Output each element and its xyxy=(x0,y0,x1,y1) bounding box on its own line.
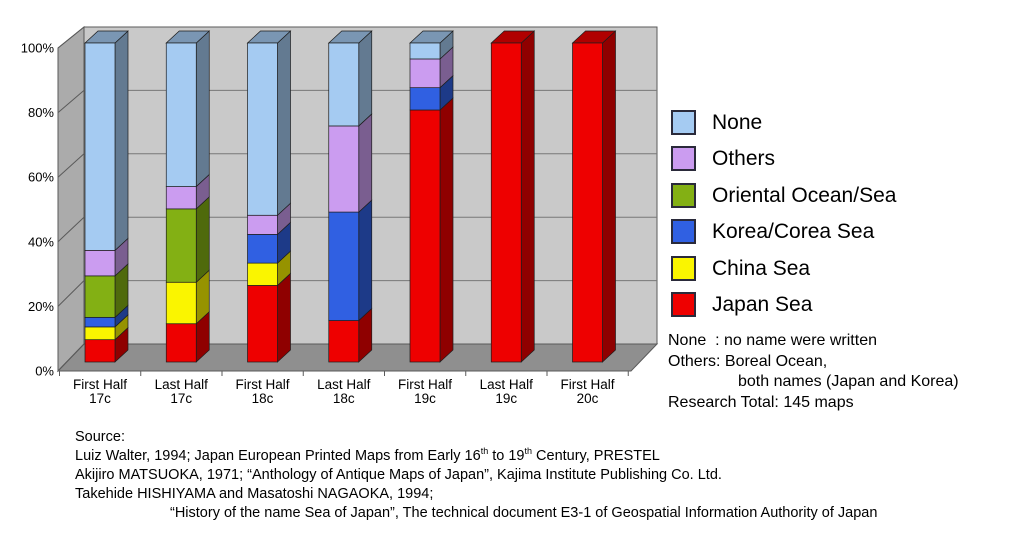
legend-label-japan-sea: Japan Sea xyxy=(712,293,813,317)
legend-swatch-korea-corea-sea xyxy=(671,219,696,245)
segment-korea-corea-sea xyxy=(84,316,116,328)
x-label-century-19c: 19c xyxy=(495,391,517,406)
y-tick-label-40: 40% xyxy=(28,234,54,249)
note-line-1: None : no name were written xyxy=(668,332,877,349)
y-tick-label-20: 20% xyxy=(28,299,54,314)
segment-japan-sea xyxy=(572,42,603,363)
y-tick-label-100: 100% xyxy=(21,41,55,56)
x-label-last-half-19c: Last Half xyxy=(480,377,534,392)
segment-side-oriental-ocean-sea xyxy=(195,196,210,284)
segment-side-japan-sea xyxy=(520,30,535,363)
segment-japan-sea xyxy=(409,109,441,363)
segment-side-japan-sea xyxy=(277,272,291,363)
notes: None : no name were written Others: Borea… xyxy=(668,331,959,413)
segment-none xyxy=(409,42,441,60)
segment-oriental-ocean-sea xyxy=(165,208,197,283)
legend: None Others Oriental Ocean/Sea Korea/Corea … xyxy=(671,104,896,323)
source-line-3: Takehide HISHIYAMA and Masatoshi NAGAOKA… xyxy=(75,486,434,502)
legend-item-oriental-ocean-sea: Oriental Ocean/Sea xyxy=(671,177,896,214)
segment-japan-sea xyxy=(490,42,522,363)
bar-first-half-18c xyxy=(246,30,292,363)
legend-item-japan-sea: Japan Sea xyxy=(671,287,896,324)
legend-label-others: Others xyxy=(712,147,776,171)
x-label-century-18c: 18c xyxy=(252,391,274,406)
bar-last-half-19c xyxy=(490,30,536,363)
x-label-last-half-18c: Last Half xyxy=(317,377,371,392)
segment-oriental-ocean-sea xyxy=(84,275,116,318)
segment-japan-sea xyxy=(165,323,197,363)
segment-none xyxy=(165,42,197,187)
y-tick-label-0: 0% xyxy=(35,364,54,379)
bar-first-half-20c xyxy=(571,30,617,363)
x-label-century-20c: 20c xyxy=(577,391,599,406)
segment-side-japan-sea xyxy=(602,30,616,363)
x-label-century-18c: 18c xyxy=(333,391,355,406)
segment-others xyxy=(84,250,116,277)
source-heading: Source: xyxy=(75,429,125,445)
segment-korea-corea-sea xyxy=(247,234,278,264)
segment-none xyxy=(328,42,360,127)
x-label-last-half-17c: Last Half xyxy=(155,377,209,392)
source-line-1: Luiz Walter, 1994; Japan European Printe… xyxy=(75,446,660,464)
segment-side-korea-corea-sea xyxy=(358,199,373,322)
note-line-2: Others: Boreal Ocean, xyxy=(668,352,828,370)
legend-label-none: None xyxy=(712,110,763,134)
source-block: Source: Luiz Walter, 1994; Japan Europea… xyxy=(75,428,877,523)
legend-swatch-oriental-ocean-sea xyxy=(671,182,696,208)
source-lines: Luiz Walter, 1994; Japan European Printe… xyxy=(75,447,877,523)
segment-china-sea xyxy=(84,326,116,341)
legend-label-korea-corea-sea: Korea/Corea Sea xyxy=(712,220,875,244)
x-label-first-half-19c: First Half xyxy=(398,377,452,392)
segment-japan-sea xyxy=(84,339,116,363)
segment-others xyxy=(409,58,441,89)
bar-last-half-18c xyxy=(327,30,373,363)
legend-swatch-none xyxy=(671,109,696,135)
segment-side-none xyxy=(358,30,373,127)
legend-label-oriental-ocean-sea: Oriental Ocean/Sea xyxy=(712,183,897,207)
segment-japan-sea xyxy=(247,285,278,363)
x-label-century-17c: 17c xyxy=(89,391,111,406)
segment-korea-corea-sea xyxy=(409,87,441,111)
source-line-2: Akijiro MATSUOKA, 1971; “Anthology of An… xyxy=(75,467,722,483)
segment-side-none xyxy=(195,30,210,188)
legend-swatch-japan-sea xyxy=(671,292,696,318)
segment-china-sea xyxy=(247,262,278,286)
legend-item-others: Others xyxy=(671,141,896,178)
segment-china-sea xyxy=(165,281,197,325)
y-tick-label-80: 80% xyxy=(28,105,54,120)
segment-japan-sea xyxy=(328,320,360,363)
x-label-first-half-17c: First Half xyxy=(73,377,127,392)
segment-others xyxy=(165,186,197,210)
segment-none xyxy=(247,42,278,216)
segment-side-none xyxy=(114,30,129,252)
note-line-4: Research Total: 145 maps xyxy=(668,393,854,411)
legend-item-china-sea: China Sea xyxy=(671,250,896,287)
legend-item-none: None xyxy=(671,104,896,141)
note-line-3: both names (Japan and Korea) xyxy=(738,373,959,390)
segment-korea-corea-sea xyxy=(328,211,360,321)
x-label-first-half-20c: First Half xyxy=(561,377,615,392)
bar-first-half-19c xyxy=(409,30,454,363)
segment-none xyxy=(84,42,116,251)
segment-side-none xyxy=(277,30,291,217)
segment-side-japan-sea xyxy=(439,97,454,363)
legend-swatch-others xyxy=(671,146,696,172)
source-line-4: “History of the name Sea of Japan”, The … xyxy=(170,505,878,521)
x-label-century-17c: 17c xyxy=(170,391,192,406)
segment-side-others xyxy=(358,113,373,213)
y-tick-label-60: 60% xyxy=(28,170,54,185)
segment-others xyxy=(247,214,278,235)
bar-first-half-17c xyxy=(84,30,129,363)
legend-item-korea-corea-sea: Korea/Corea Sea xyxy=(671,214,896,251)
legend-label-china-sea: China Sea xyxy=(712,256,811,280)
segment-others xyxy=(328,125,360,213)
legend-swatch-china-sea xyxy=(671,255,696,281)
bar-last-half-17c xyxy=(165,30,211,363)
x-label-century-19c: 19c xyxy=(414,391,436,406)
x-label-first-half-18c: First Half xyxy=(236,377,290,392)
